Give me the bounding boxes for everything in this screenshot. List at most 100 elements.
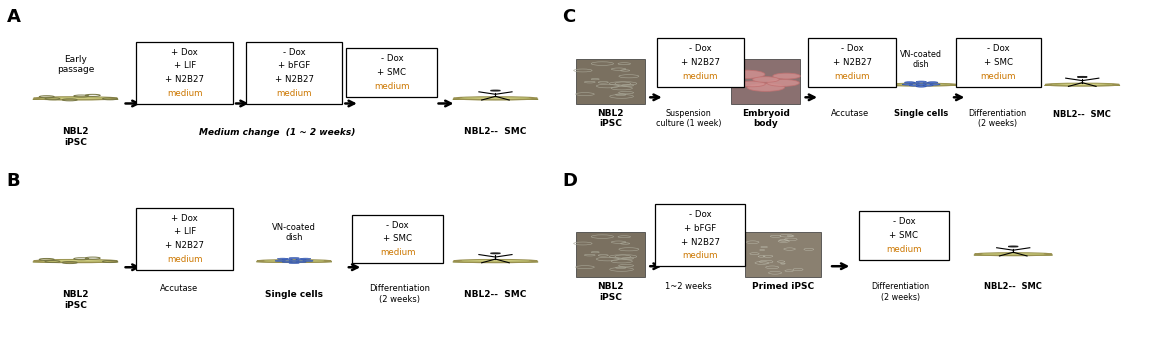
FancyBboxPatch shape (655, 204, 745, 266)
FancyBboxPatch shape (576, 232, 645, 277)
Text: medium: medium (834, 72, 870, 80)
Text: + SMC: + SMC (889, 231, 918, 240)
Ellipse shape (923, 82, 933, 84)
Ellipse shape (296, 259, 306, 260)
Ellipse shape (453, 99, 538, 100)
Text: - Dox: - Dox (282, 47, 305, 56)
Text: medium: medium (276, 89, 312, 98)
FancyBboxPatch shape (576, 58, 645, 104)
Ellipse shape (265, 260, 324, 261)
Text: medium: medium (682, 251, 718, 260)
Ellipse shape (927, 82, 938, 83)
Ellipse shape (41, 260, 109, 262)
Ellipse shape (773, 73, 801, 79)
FancyBboxPatch shape (809, 38, 896, 87)
Ellipse shape (975, 253, 1052, 256)
Ellipse shape (752, 77, 779, 82)
Ellipse shape (904, 82, 915, 83)
Text: B: B (7, 172, 20, 190)
Text: - Dox: - Dox (386, 221, 409, 229)
Text: - Dox: - Dox (689, 210, 712, 219)
Text: A: A (7, 8, 21, 25)
Ellipse shape (1053, 84, 1112, 85)
Text: + Dox: + Dox (172, 47, 198, 56)
FancyBboxPatch shape (956, 38, 1041, 87)
Text: Accutase: Accutase (160, 284, 198, 293)
Text: medium: medium (886, 245, 922, 254)
Text: Accutase: Accutase (831, 109, 869, 118)
Ellipse shape (885, 85, 957, 86)
Ellipse shape (296, 261, 306, 262)
Ellipse shape (41, 97, 109, 99)
FancyBboxPatch shape (745, 232, 821, 277)
Ellipse shape (289, 257, 300, 259)
Text: - Dox: - Dox (841, 44, 864, 53)
Ellipse shape (893, 84, 949, 85)
Text: Differentiation
(2 weeks): Differentiation (2 weeks) (968, 109, 1026, 128)
Text: + LIF: + LIF (174, 227, 196, 236)
Ellipse shape (301, 258, 311, 259)
Ellipse shape (916, 86, 926, 87)
Text: - Dox: - Dox (689, 44, 712, 53)
Text: NBL2
iPSC: NBL2 iPSC (597, 282, 623, 302)
Ellipse shape (282, 259, 293, 260)
Text: + SMC: + SMC (984, 58, 1013, 67)
Ellipse shape (738, 81, 765, 87)
FancyBboxPatch shape (657, 38, 744, 87)
Ellipse shape (930, 84, 940, 85)
Ellipse shape (767, 79, 799, 86)
Ellipse shape (1045, 85, 1120, 86)
Ellipse shape (303, 260, 313, 261)
Text: NBL2--  SMC: NBL2-- SMC (984, 282, 1043, 291)
Ellipse shape (33, 260, 118, 262)
Text: NBL2
iPSC: NBL2 iPSC (62, 290, 89, 310)
Text: medium: medium (980, 72, 1016, 80)
Ellipse shape (462, 97, 529, 99)
FancyBboxPatch shape (347, 49, 438, 97)
Text: medium: medium (380, 248, 416, 257)
Text: - Dox: - Dox (987, 44, 1009, 53)
FancyBboxPatch shape (732, 58, 801, 104)
Ellipse shape (32, 261, 119, 262)
Ellipse shape (257, 260, 331, 262)
Text: Suspension
culture (1 week): Suspension culture (1 week) (655, 109, 721, 128)
Ellipse shape (282, 261, 293, 262)
Ellipse shape (289, 262, 300, 264)
Text: medium: medium (374, 82, 410, 91)
Ellipse shape (33, 97, 118, 100)
Text: + N2B27: + N2B27 (274, 75, 313, 84)
Text: NBL2--  SMC: NBL2-- SMC (464, 290, 526, 299)
Text: + SMC: + SMC (378, 68, 407, 77)
Ellipse shape (726, 70, 765, 78)
Ellipse shape (902, 84, 912, 85)
Text: Early
passage: Early passage (56, 55, 94, 74)
Text: Medium change  (1 ~ 2 weeks): Medium change (1 ~ 2 weeks) (198, 128, 355, 137)
Ellipse shape (909, 85, 919, 86)
Ellipse shape (289, 260, 300, 261)
Ellipse shape (454, 97, 537, 100)
Text: + N2B27: + N2B27 (165, 75, 204, 84)
Text: - Dox: - Dox (380, 54, 403, 63)
Text: NBL2
iPSC: NBL2 iPSC (62, 128, 89, 147)
Ellipse shape (275, 260, 286, 261)
Text: D: D (562, 172, 577, 190)
Text: VN-coated
dish: VN-coated dish (900, 50, 942, 69)
Text: 1~2 weeks: 1~2 weeks (666, 282, 712, 291)
Text: Single cells: Single cells (265, 290, 323, 299)
Text: Single cells: Single cells (894, 109, 948, 118)
FancyBboxPatch shape (353, 215, 444, 263)
Text: + bFGF: + bFGF (684, 224, 717, 233)
Text: NBL2
iPSC: NBL2 iPSC (597, 109, 623, 128)
Ellipse shape (453, 261, 538, 262)
Ellipse shape (983, 253, 1044, 255)
Text: Primed iPSC: Primed iPSC (752, 282, 814, 291)
FancyBboxPatch shape (136, 42, 233, 104)
Text: C: C (562, 8, 576, 25)
Text: - Dox: - Dox (893, 217, 915, 226)
Ellipse shape (909, 82, 919, 84)
Ellipse shape (278, 258, 288, 259)
Text: + LIF: + LIF (174, 61, 196, 70)
Ellipse shape (973, 255, 1053, 256)
Text: NBL2--  SMC: NBL2-- SMC (464, 128, 526, 137)
FancyBboxPatch shape (245, 42, 342, 104)
